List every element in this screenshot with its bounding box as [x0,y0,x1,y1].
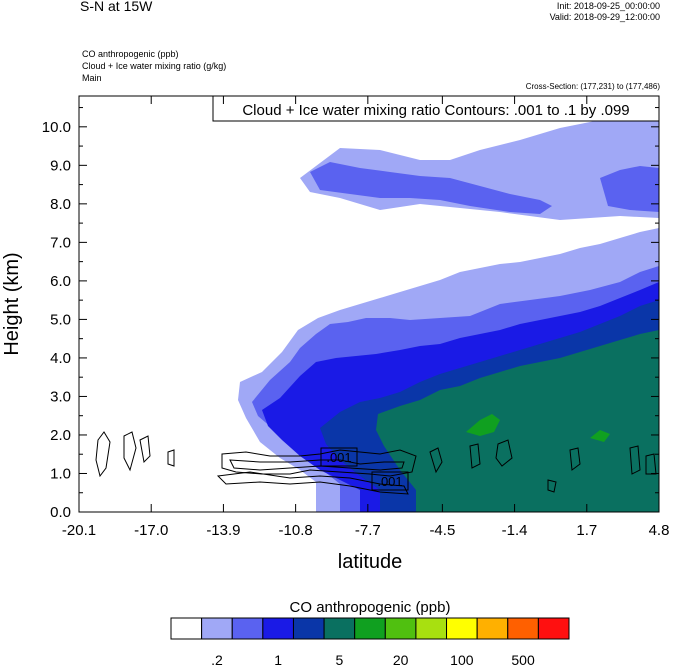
field-label-cloud: Cloud + Ice water mixing ratio (g/kg) [82,61,227,71]
colorbar-swatch [354,617,386,640]
y-tick-label: 6.0 [50,273,71,290]
y-tick-label: 9.0 [50,157,71,174]
x-tick-label: -7.7 [355,522,381,539]
y-tick-label: 5.0 [50,311,71,328]
init-time: Init: 2018-09-25_00:00:00 [556,1,660,11]
colorbar-label: CO anthropogenic (ppb) [290,599,451,616]
colorbar-swatch [507,617,539,640]
x-tick-label: -1.4 [502,522,528,539]
contour-title: Cloud + Ice water mixing ratio Contours:… [242,102,629,119]
y-tick-label: 10.0 [42,119,71,136]
x-tick-label: -10.8 [279,522,313,539]
colorbar-swatch [537,617,570,640]
colorbar-tick-label: 20 [393,652,409,668]
shade-upper-3 [600,166,659,212]
colorbar-tick-label: 500 [511,652,535,668]
x-axis-label: latitude [338,551,403,573]
colorbar-swatch [292,617,325,640]
y-tick-label: 0.0 [50,504,71,521]
y-axis: 0.0 1.0 2.0 3.0 4.0 5.0 6.0 7.0 8.0 9.0 10.0 [42,107,659,521]
colorbar-swatch [476,617,509,640]
y-tick-label: 1.0 [50,465,71,482]
x-tick-label: 4.8 [649,522,670,539]
colorbar-swatch [323,617,356,640]
y-tick-label: 3.0 [50,388,71,405]
contour-labels: .001 .001 [320,447,409,491]
x-tick-label: -20.1 [62,522,96,539]
colorbar-tick-label: 5 [335,652,343,668]
colorbar-swatch [262,617,294,640]
contour-title-box [212,95,660,122]
colorbar-swatch [446,617,478,640]
x-axis: -20.1 -17.0 -13.9 -10.8 -7.7 -4.5 -1.4 1.7 4.8 [62,96,670,539]
colorbar-swatch [384,617,417,640]
y-tick-label: 2.0 [50,427,71,444]
colorbar-swatch [201,617,233,640]
field-label-main: Main [82,73,102,83]
colorbar-swatch [415,617,448,640]
x-tick-label: -17.0 [134,522,168,539]
y-tick-label: 8.0 [50,196,71,213]
colorbar: .2 1 5 20 100 500 [170,617,570,668]
cross-section-label: Cross-Section: (177,231) to (177,486) [525,82,660,91]
x-tick-label: -4.5 [429,522,455,539]
x-tick-label: -13.9 [206,522,240,539]
y-axis-label: Height (km) [1,252,23,355]
cloud-contours [95,431,657,495]
shade-level-6b [590,430,610,442]
x-tick-label: 1.7 [576,522,597,539]
y-tick-label: 7.0 [50,234,71,251]
y-tick-label: 4.0 [50,350,71,367]
plot-title: S-N at 15W [80,0,153,14]
colorbar-tick-label: .2 [211,652,223,668]
co-shading [160,118,659,512]
colorbar-tick-label: 1 [274,652,282,668]
valid-time: Valid: 2018-09-29_12:00:00 [549,12,660,22]
contour-label-1: .001 [326,450,351,465]
field-label-co: CO anthropogenic (ppb) [82,49,179,59]
colorbar-swatch [170,617,203,640]
shade-upper-2 [310,162,552,214]
shade-level-5 [376,330,659,512]
shade-level-6 [466,414,500,436]
colorbar-swatch [231,617,264,640]
colorbar-tick-label: 100 [450,652,474,668]
contour-label-2: .001 [377,474,402,489]
